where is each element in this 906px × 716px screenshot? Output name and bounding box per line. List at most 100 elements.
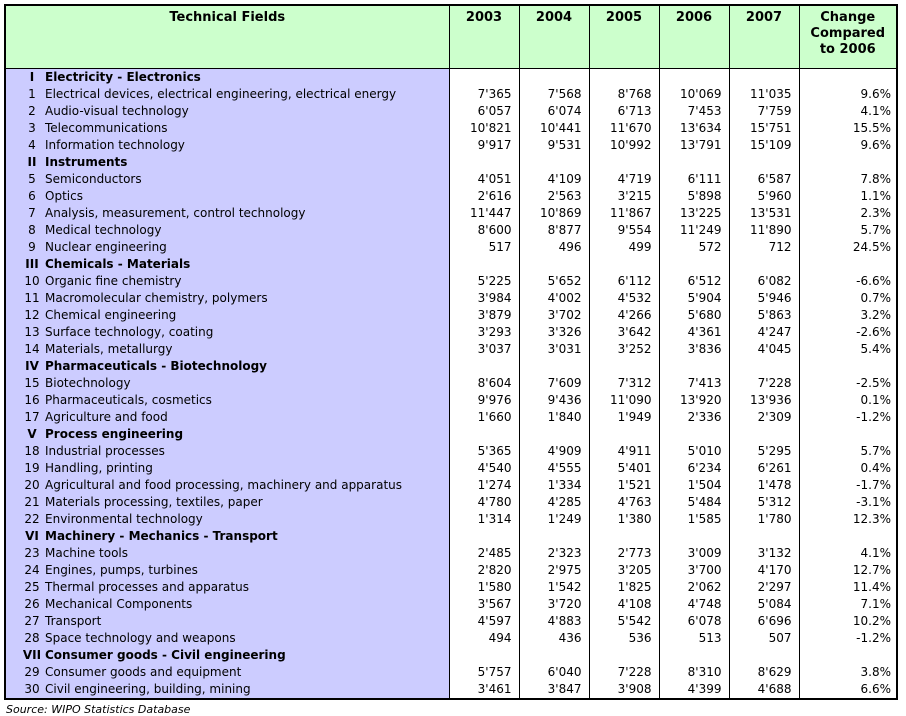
change-cell [798, 358, 898, 375]
value-cell-2007: 13'936 [728, 392, 800, 409]
value-cell-2005: 3'642 [588, 324, 660, 341]
value-cell-2003: 3'984 [448, 290, 520, 307]
value-cell [658, 68, 730, 86]
value-cell-2007: 507 [728, 630, 800, 647]
value-cell-2007: 6'261 [728, 460, 800, 477]
change-cell: 4.1% [798, 103, 898, 120]
value-cell-2004: 10'869 [518, 205, 590, 222]
value-cell-2003: 8'600 [448, 222, 520, 239]
value-cell [448, 528, 520, 545]
value-cell-2005: 4'532 [588, 290, 660, 307]
table-row: 13 Surface technology, coating 3'293 3'326 3… [4, 324, 898, 341]
value-cell-2007: 7'759 [728, 103, 800, 120]
value-cell-2007: 4'045 [728, 341, 800, 358]
row-number: 2 [28, 104, 36, 118]
value-cell [588, 154, 660, 171]
row-label-cell: 5 Semiconductors [4, 171, 450, 188]
row-label: Handling, printing [45, 461, 153, 475]
column-header-2003: 2003 [448, 4, 520, 69]
value-cell [518, 647, 590, 664]
value-cell-2003: 2'616 [448, 188, 520, 205]
section-title: Instruments [45, 155, 128, 169]
row-number: 3 [28, 121, 36, 135]
table-row: 7 Analysis, measurement, control technolo… [4, 205, 898, 222]
value-cell-2006: 2'062 [658, 579, 730, 596]
value-cell [588, 256, 660, 273]
value-cell-2004: 9'531 [518, 137, 590, 154]
row-number: 18 [24, 444, 40, 458]
change-cell [798, 528, 898, 545]
value-cell-2005: 4'911 [588, 443, 660, 460]
row-number: 19 [24, 461, 40, 475]
value-cell [518, 154, 590, 171]
row-label: Organic fine chemistry [45, 274, 182, 288]
table-header: Technical Fields 2003 2004 2005 2006 200… [4, 4, 898, 69]
value-cell-2005: 3'205 [588, 562, 660, 579]
change-cell: 0.4% [798, 460, 898, 477]
value-cell-2004: 496 [518, 239, 590, 256]
value-cell-2006: 13'634 [658, 120, 730, 137]
value-cell [518, 426, 590, 443]
value-cell-2006: 5'484 [658, 494, 730, 511]
value-cell [588, 528, 660, 545]
row-number: 14 [24, 342, 40, 356]
section-label-cell: I Electricity - Electronics [4, 68, 450, 86]
value-cell-2003: 517 [448, 239, 520, 256]
table-body: I Electricity - Electronics 1 Electrical de… [4, 68, 898, 699]
value-cell-2007: 5'084 [728, 596, 800, 613]
value-cell-2003: 3'879 [448, 307, 520, 324]
change-cell: 9.6% [798, 137, 898, 154]
row-number: 1 [28, 87, 36, 101]
value-cell-2003: 7'365 [448, 86, 520, 103]
table-row: 16 Pharmaceuticals, cosmetics 9'976 9'436 11… [4, 392, 898, 409]
value-cell-2005: 8'768 [588, 86, 660, 103]
value-cell-2003: 3'461 [448, 681, 520, 699]
table-row: 6 Optics 2'616 2'563 3'215 5'898 5'960 1.1% [4, 188, 898, 205]
row-number: 11 [24, 291, 40, 305]
table-row: 15 Biotechnology 8'604 7'609 7'312 7'413 7'228… [4, 375, 898, 392]
value-cell-2003: 3'037 [448, 341, 520, 358]
value-cell-2005: 7'312 [588, 375, 660, 392]
row-label: Electrical devices, electrical engineeri… [45, 87, 397, 101]
column-header-2006: 2006 [658, 4, 730, 69]
table-row: 19 Handling, printing 4'540 4'555 5'401 6'234… [4, 460, 898, 477]
value-cell-2007: 13'531 [728, 205, 800, 222]
table-row: 20 Agricultural and food processing, mach… [4, 477, 898, 494]
row-number: 15 [24, 376, 40, 390]
value-cell-2007: 8'629 [728, 664, 800, 681]
value-cell-2004: 8'877 [518, 222, 590, 239]
value-cell-2003: 4'051 [448, 171, 520, 188]
row-number: 26 [24, 597, 40, 611]
value-cell-2006: 3'836 [658, 341, 730, 358]
value-cell-2006: 4'399 [658, 681, 730, 699]
table-row: 5 Semiconductors 4'051 4'109 4'719 6'111 6'587… [4, 171, 898, 188]
value-cell-2003: 1'274 [448, 477, 520, 494]
value-cell-2003: 2'820 [448, 562, 520, 579]
value-cell-2007: 4'688 [728, 681, 800, 699]
row-label: Civil engineering, building, mining [45, 682, 251, 696]
row-label-cell: 30 Civil engineering, building, mining [4, 681, 450, 699]
value-cell-2006: 10'069 [658, 86, 730, 103]
value-cell-2007: 3'132 [728, 545, 800, 562]
change-cell: 10.2% [798, 613, 898, 630]
row-label: Biotechnology [45, 376, 131, 390]
table-row: 8 Medical technology 8'600 8'877 9'554 11'249… [4, 222, 898, 239]
row-label-cell: 16 Pharmaceuticals, cosmetics [4, 392, 450, 409]
table-row: 26 Mechanical Components 3'567 3'720 4'108 4'… [4, 596, 898, 613]
row-label: Surface technology, coating [45, 325, 214, 339]
table-row: 24 Engines, pumps, turbines 2'820 2'975 3'20… [4, 562, 898, 579]
row-label-cell: 19 Handling, printing [4, 460, 450, 477]
change-cell: 6.6% [798, 681, 898, 699]
row-number: 20 [24, 478, 40, 492]
table-row: 27 Transport 4'597 4'883 5'542 6'078 6'696 10.2… [4, 613, 898, 630]
row-label: Materials processing, textiles, paper [45, 495, 263, 509]
source-note: Source: WIPO Statistics Database [6, 703, 191, 716]
section-numeral: III [25, 257, 39, 271]
row-label-cell: 17 Agriculture and food [4, 409, 450, 426]
value-cell [588, 647, 660, 664]
value-cell-2006: 513 [658, 630, 730, 647]
value-cell [658, 256, 730, 273]
value-cell-2005: 1'521 [588, 477, 660, 494]
value-cell-2007: 5'863 [728, 307, 800, 324]
row-label-cell: 1 Electrical devices, electrical engineer… [4, 86, 450, 103]
